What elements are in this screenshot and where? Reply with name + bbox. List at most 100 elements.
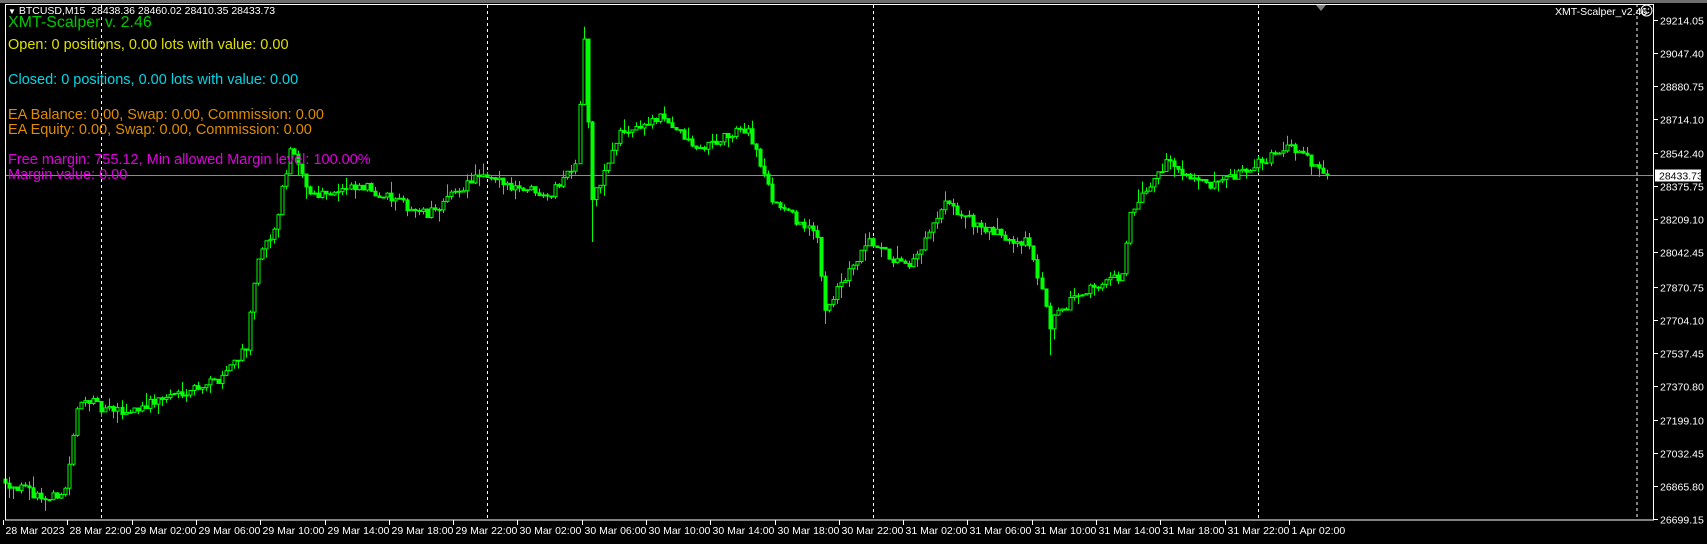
candle-body bbox=[594, 187, 599, 201]
candle-body bbox=[573, 163, 578, 172]
candle-body bbox=[959, 214, 964, 217]
price-tick-label: 29214.05 bbox=[1660, 16, 1704, 28]
candle-body bbox=[264, 240, 269, 250]
candle-body bbox=[31, 487, 36, 499]
candle-body bbox=[192, 385, 197, 392]
candle-body bbox=[983, 226, 988, 233]
expert-name[interactable]: XMT-Scalper_v2.46 bbox=[1555, 6, 1648, 18]
candle-body bbox=[1273, 152, 1278, 155]
candle-body bbox=[622, 130, 627, 133]
candle-body bbox=[867, 238, 872, 247]
price-tick-label: 26865.80 bbox=[1660, 482, 1704, 494]
candle-body bbox=[497, 177, 502, 181]
candle-body bbox=[373, 190, 378, 197]
candle-body bbox=[224, 370, 229, 376]
chart-header: ▼ BTCUSD,M15 28438.36 28460.02 28410.35 … bbox=[8, 5, 275, 17]
candle-body bbox=[300, 163, 305, 175]
candle-body bbox=[521, 187, 526, 192]
candle-body bbox=[847, 268, 852, 281]
candle-body bbox=[87, 400, 92, 404]
candle-body bbox=[1011, 238, 1016, 244]
candle-body bbox=[469, 180, 474, 184]
candle-body bbox=[1031, 245, 1036, 261]
candle-body bbox=[1124, 242, 1129, 275]
time-tick-label: 31 Mar 14:00 bbox=[1099, 525, 1161, 537]
candle-body bbox=[839, 281, 844, 288]
candle-body bbox=[1269, 152, 1274, 164]
candle-body bbox=[1164, 159, 1169, 173]
candle-body bbox=[473, 174, 478, 184]
triangle-down-icon[interactable]: ▼ bbox=[8, 7, 16, 16]
candle-body bbox=[19, 484, 24, 491]
candle-body bbox=[27, 485, 32, 489]
candle-body bbox=[690, 138, 695, 147]
candle-body bbox=[180, 391, 185, 397]
candle-body bbox=[754, 143, 759, 150]
smiley-icon[interactable] bbox=[1640, 4, 1653, 17]
candle-body bbox=[232, 359, 237, 366]
time-tick-label: 30 Mar 18:00 bbox=[778, 525, 840, 537]
candle-body bbox=[1188, 173, 1193, 180]
candle-body bbox=[995, 228, 1000, 235]
candle-body bbox=[545, 194, 550, 197]
candle-body bbox=[280, 185, 285, 216]
candle-body bbox=[1060, 308, 1065, 311]
candle-body bbox=[111, 406, 116, 412]
candle-body bbox=[55, 492, 60, 499]
candle-body bbox=[951, 203, 956, 207]
candle-body bbox=[1285, 144, 1290, 152]
candle-body bbox=[83, 400, 88, 403]
candle-body bbox=[802, 221, 807, 229]
ea-balance-line: EA Balance: 0.00, Swap: 0.00, Commission… bbox=[8, 107, 324, 123]
symbol-label: BTCUSD,M15 bbox=[18, 5, 86, 17]
candle-body bbox=[244, 348, 249, 351]
candle-body bbox=[361, 184, 366, 191]
candle-body bbox=[1084, 293, 1089, 296]
candle-body bbox=[320, 190, 325, 198]
candle-body bbox=[1096, 286, 1101, 289]
candle-body bbox=[549, 195, 554, 198]
candle-body bbox=[561, 177, 566, 187]
candle-body bbox=[819, 236, 824, 277]
candle-body bbox=[811, 225, 816, 232]
candle-body bbox=[164, 396, 169, 400]
candle-body bbox=[461, 190, 466, 193]
candle-body bbox=[1064, 308, 1069, 311]
candle-body bbox=[1168, 159, 1173, 162]
chart-shift-marker[interactable] bbox=[1316, 5, 1326, 11]
candle-body bbox=[702, 147, 707, 150]
candle-body bbox=[638, 126, 643, 129]
candle-body bbox=[903, 260, 908, 264]
candle-body bbox=[1112, 274, 1117, 278]
candle-body bbox=[598, 184, 603, 189]
candle-body bbox=[991, 226, 996, 235]
candle-body bbox=[1160, 171, 1165, 174]
candle-body bbox=[1204, 179, 1209, 183]
candle-body bbox=[1104, 279, 1109, 285]
candle-body bbox=[505, 182, 510, 186]
time-tick-label: 31 Mar 02:00 bbox=[906, 525, 968, 537]
candle-body bbox=[1293, 144, 1298, 154]
candle-body bbox=[140, 405, 145, 412]
candle-body bbox=[686, 138, 691, 141]
candle-body bbox=[798, 221, 803, 225]
candle-body bbox=[312, 192, 317, 195]
candle-body bbox=[489, 176, 494, 179]
time-tick-label: 29 Mar 18:00 bbox=[392, 525, 454, 537]
candle-body bbox=[553, 184, 558, 198]
candle-body bbox=[132, 407, 137, 413]
candle-body bbox=[602, 169, 607, 186]
price-tick-label: 26699.15 bbox=[1660, 515, 1704, 527]
candle-body bbox=[7, 482, 12, 489]
candle-body bbox=[718, 141, 723, 145]
candle-body bbox=[1092, 284, 1097, 288]
candle-body bbox=[405, 199, 410, 212]
candle-body bbox=[1325, 173, 1330, 176]
candle-body bbox=[843, 279, 848, 283]
candle-body bbox=[365, 182, 370, 191]
candle-body bbox=[1116, 274, 1121, 282]
candle-body bbox=[971, 214, 976, 227]
candle-body bbox=[529, 186, 534, 191]
candle-body bbox=[449, 191, 454, 198]
